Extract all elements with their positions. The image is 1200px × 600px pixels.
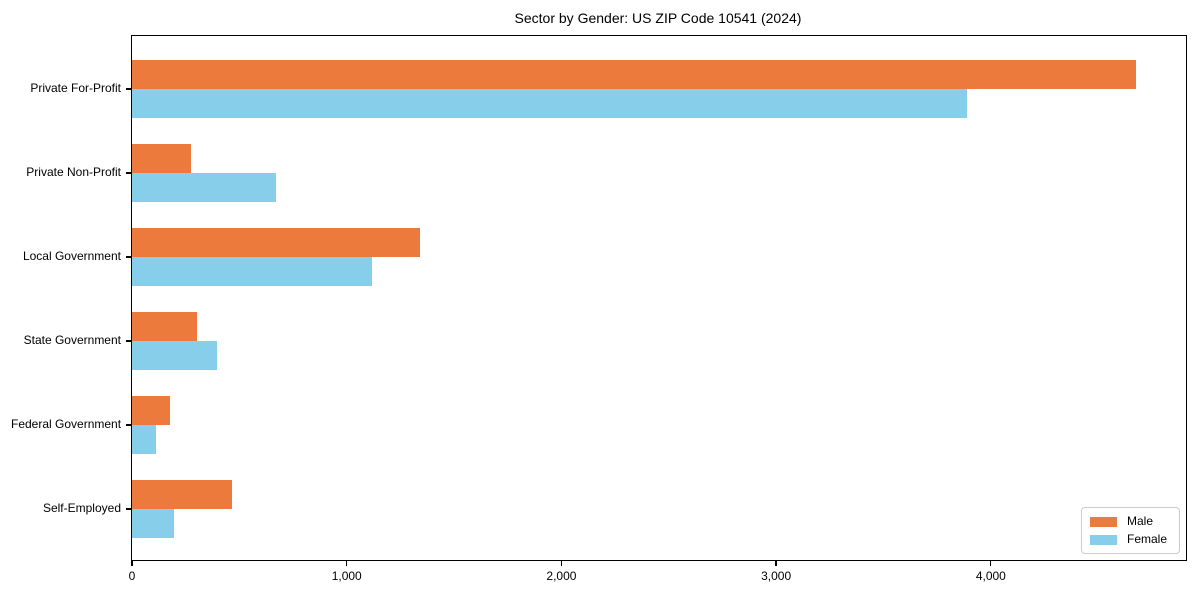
y-tick: [126, 172, 132, 174]
x-tick-label-4000: 4,000: [975, 569, 1006, 583]
bar-male-private-for-profit: [132, 60, 1136, 89]
x-tick: [131, 561, 133, 566]
plot-area: Male Female Private For-Profit Private No…: [11, 35, 1187, 583]
y-axis-label-private-for-profit: Private For-Profit: [30, 81, 121, 95]
y-axis-label-state-government: State Government: [23, 333, 121, 347]
bar-male-private-non-profit: [132, 144, 192, 173]
chart-title: Sector by Gender: US ZIP Code 10541 (202…: [514, 10, 802, 26]
bar-male-local-government: [132, 228, 420, 257]
male-legend-label: Male: [1126, 514, 1153, 528]
y-axis-label-federal-government: Federal Government: [11, 417, 122, 431]
x-tick-label-2000: 2,000: [546, 569, 577, 583]
female-legend-swatch: [1089, 534, 1117, 545]
legend-item-female: Female: [1089, 532, 1167, 546]
y-tick: [126, 340, 132, 342]
y-tick: [126, 424, 132, 426]
bar-female-self-employed: [132, 509, 174, 538]
x-tick: [990, 561, 992, 566]
y-tick: [126, 88, 132, 90]
bar-female-federal-government: [132, 425, 156, 454]
y-tick: [126, 256, 132, 258]
x-tick-label-3000: 3,000: [761, 569, 792, 583]
y-axis-label-self-employed: Self-Employed: [42, 501, 121, 515]
legend-item-male: Male: [1089, 514, 1167, 528]
bar-male-federal-government: [132, 396, 170, 425]
bar-female-private-for-profit: [132, 89, 968, 118]
female-legend-label: Female: [1126, 532, 1167, 546]
x-tick: [346, 561, 348, 566]
y-axis-label-local-government: Local Government: [22, 249, 121, 263]
x-tick-label-1000: 1,000: [331, 569, 362, 583]
bar-female-private-non-profit: [132, 173, 276, 202]
bar-female-state-government: [132, 341, 217, 370]
y-tick: [126, 508, 132, 510]
x-tick-label-0: 0: [128, 569, 136, 583]
x-tick: [560, 561, 563, 566]
male-legend-swatch: [1089, 516, 1117, 527]
bar-male-self-employed: [132, 480, 232, 509]
y-axis-label-private-non-profit: Private Non-Profit: [26, 165, 121, 179]
bar-male-state-government: [132, 312, 198, 341]
x-tick: [775, 561, 777, 566]
legend: Male Female: [1080, 507, 1180, 554]
bar-female-local-government: [132, 257, 373, 286]
